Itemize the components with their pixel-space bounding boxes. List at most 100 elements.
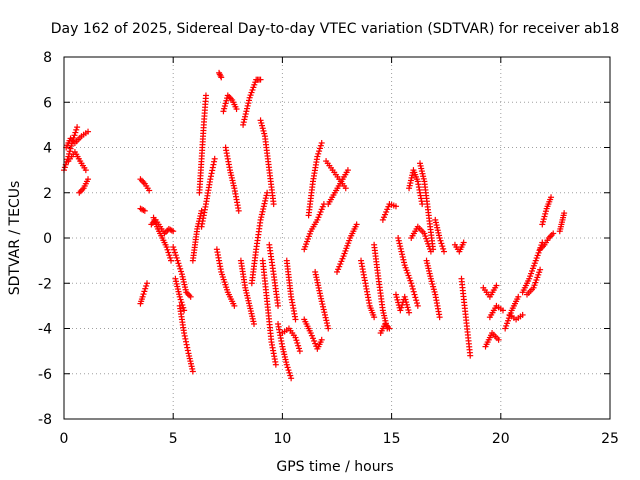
data-point [429, 281, 436, 288]
data-point [85, 128, 92, 135]
data-point [178, 268, 185, 275]
data-point [400, 256, 407, 263]
data-point [319, 301, 326, 308]
data-point [258, 211, 265, 218]
data-point [220, 108, 227, 115]
data-point [257, 76, 264, 83]
y-tick-label: -8 [38, 412, 52, 428]
data-point [413, 300, 420, 307]
data-point [436, 235, 443, 241]
y-axis-label: SDTVAR / TECUs [7, 181, 23, 296]
data-point [141, 288, 148, 295]
data-point [439, 243, 446, 250]
data-point [380, 214, 387, 221]
data-point [233, 106, 240, 113]
data-point [262, 197, 269, 204]
data-point [314, 153, 321, 160]
data-point [223, 97, 230, 104]
data-point [318, 139, 325, 146]
data-point [540, 216, 547, 223]
data-point [245, 100, 252, 107]
data-point [260, 127, 267, 134]
data-point [542, 208, 549, 215]
data-point [82, 167, 89, 174]
data-point [260, 206, 267, 213]
data-point [189, 368, 196, 375]
data-point [539, 221, 546, 228]
data-point [260, 203, 267, 210]
data-point [384, 206, 391, 213]
y-tick-label: 4 [43, 141, 52, 157]
data-point [336, 263, 343, 270]
data-point [397, 307, 404, 314]
data-point [179, 301, 186, 308]
data-point [141, 207, 148, 214]
data-point [318, 298, 325, 305]
data-point [314, 216, 321, 223]
data-point [210, 161, 217, 168]
data-point [231, 302, 238, 309]
data-point [176, 263, 183, 270]
data-point [393, 294, 400, 301]
data-point [270, 201, 277, 208]
data-point [499, 307, 506, 314]
data-point [337, 261, 344, 268]
data-point [437, 237, 444, 244]
data-point [397, 243, 404, 250]
data-point [183, 341, 190, 348]
data-point [146, 187, 153, 194]
data-point [208, 170, 215, 177]
data-point [242, 113, 249, 120]
data-point [321, 309, 328, 316]
grid [64, 57, 610, 419]
data-point [140, 291, 147, 298]
data-point [211, 158, 218, 165]
data-point [431, 288, 438, 295]
data-point [172, 252, 179, 259]
data-point [440, 245, 447, 252]
data-point [316, 211, 323, 218]
data-point [412, 294, 419, 301]
data-point [398, 248, 405, 255]
data-point [548, 194, 555, 201]
data-point [307, 330, 314, 337]
data-point [61, 164, 68, 171]
data-point [177, 296, 184, 303]
data-point [143, 280, 150, 287]
data-point [385, 203, 392, 210]
data-point [287, 372, 294, 379]
data-point [257, 117, 264, 124]
data-point [275, 302, 282, 309]
data-point [383, 208, 390, 215]
data-point [293, 337, 300, 344]
data-point [244, 102, 251, 109]
data-point [317, 208, 324, 215]
x-tick-label: 0 [60, 431, 69, 447]
data-point [441, 248, 448, 255]
x-tick-label: 5 [169, 431, 178, 447]
data-point [187, 293, 194, 300]
data-point [165, 249, 172, 256]
y-tick-label: -4 [38, 322, 52, 338]
data-point [209, 164, 216, 171]
data-point [180, 304, 187, 311]
data-point [166, 252, 173, 259]
data-point [85, 176, 92, 183]
data-point [240, 121, 247, 128]
data-point [430, 286, 437, 293]
data-point [174, 257, 181, 264]
data-point [240, 119, 247, 126]
data-point [320, 303, 327, 310]
data-point [283, 361, 290, 368]
x-axis-label: GPS time / hours [276, 459, 393, 475]
y-tick-label: 8 [43, 50, 52, 66]
data-point [436, 314, 443, 321]
data-point [409, 283, 416, 290]
data-point [143, 282, 150, 289]
data-point [211, 155, 218, 162]
data-point [320, 306, 327, 313]
data-point [173, 254, 180, 261]
data-point [403, 299, 410, 306]
data-point [325, 325, 332, 332]
